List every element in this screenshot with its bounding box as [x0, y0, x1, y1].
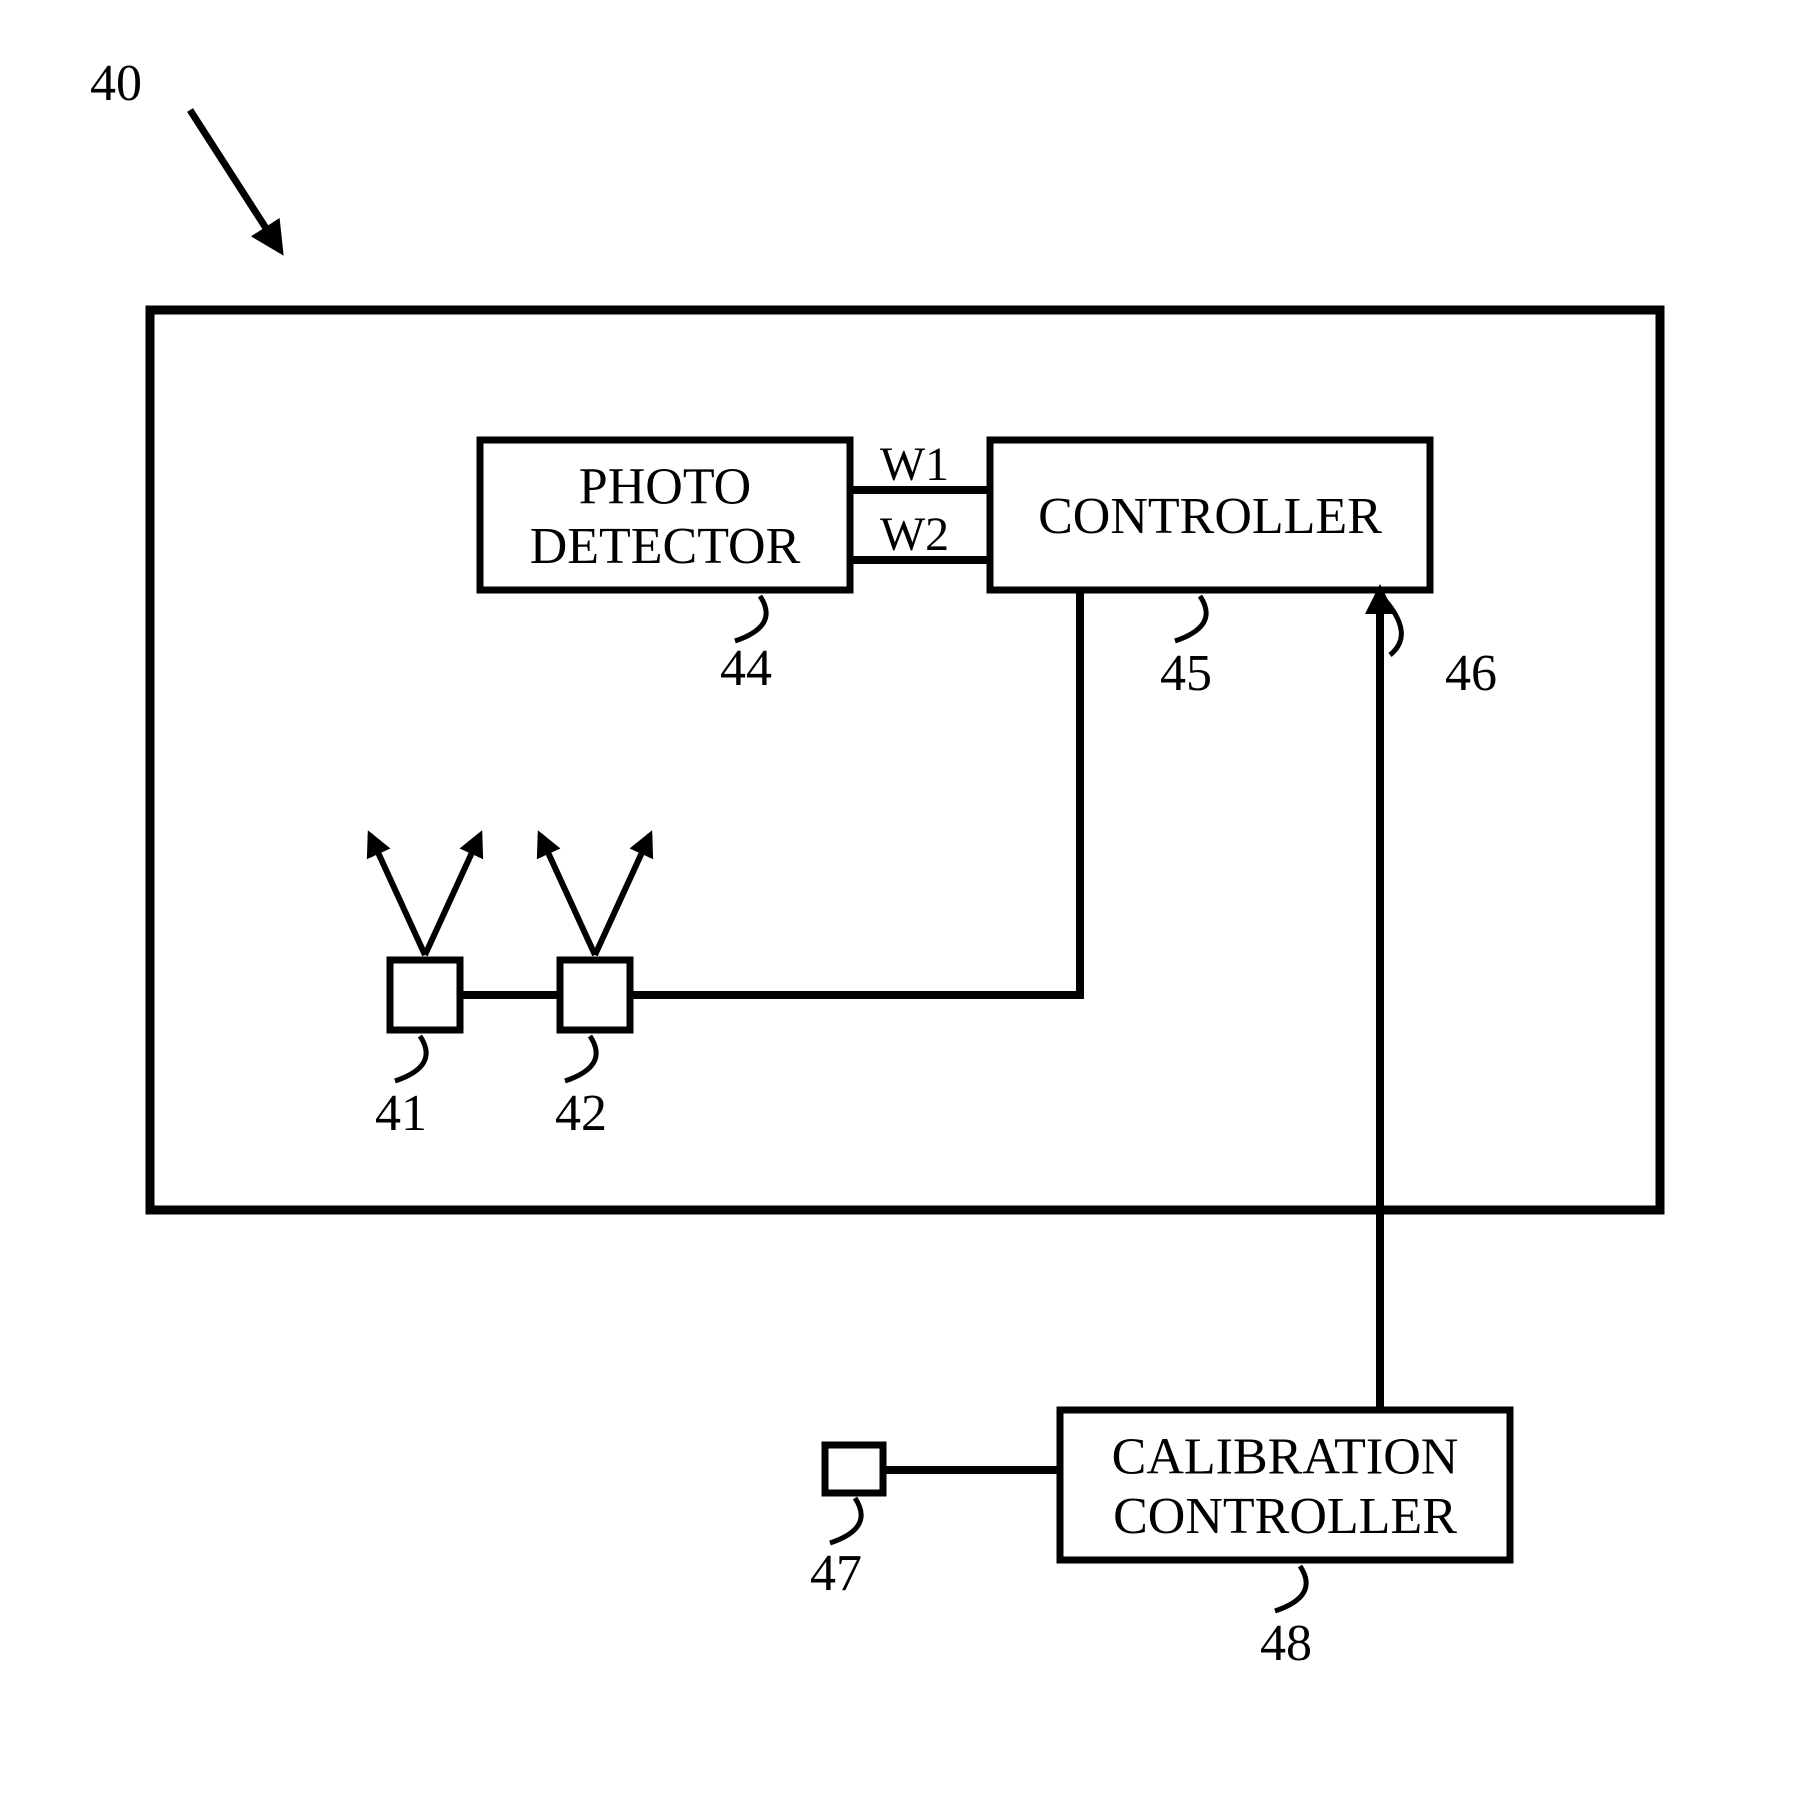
photo-detector-block-label: DETECTOR: [530, 518, 801, 575]
ref-48-ref: 48: [1260, 1615, 1312, 1672]
controller-block-label: CONTROLLER: [1038, 488, 1382, 545]
calibration-controller-block-label: CALIBRATION: [1112, 1428, 1459, 1485]
led-2: [560, 960, 630, 1030]
ref-46: 46: [1445, 645, 1497, 702]
ref-45-ref: 45: [1160, 645, 1212, 702]
external-sensor: [825, 1445, 883, 1493]
ref-48-lead: [1275, 1566, 1306, 1611]
ref-44-ref: 44: [720, 640, 772, 697]
led-1: [390, 960, 460, 1030]
ref-47-lead: [830, 1498, 861, 1543]
ref-40: 40: [90, 55, 142, 112]
w1-label: W1: [880, 438, 949, 491]
w2-label: W2: [880, 508, 949, 561]
ref-47-ref: 47: [810, 1545, 862, 1602]
ref-42-ref: 42: [555, 1085, 607, 1142]
ref-41-ref: 41: [375, 1085, 427, 1142]
photo-detector-block-label: PHOTO: [579, 458, 751, 515]
ref-40-arrow: [190, 110, 280, 250]
calibration-controller-block-label: CONTROLLER: [1113, 1488, 1457, 1545]
diagram-canvas: PHOTODETECTORCONTROLLERCALIBRATIONCONTRO…: [0, 0, 1804, 1808]
